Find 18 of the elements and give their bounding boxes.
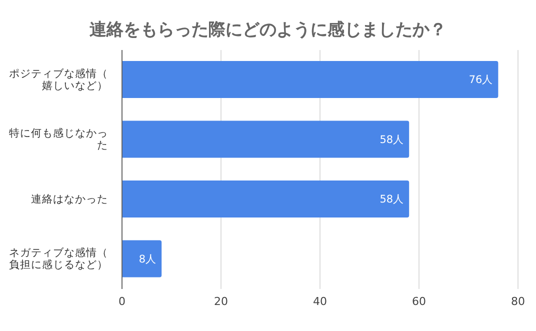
bar [122, 120, 410, 158]
y-tick-label: ネガティブな感情（負担に感じるなど） [9, 246, 108, 272]
y-tick-label: 連絡はなかった [31, 192, 108, 206]
bar [122, 180, 410, 218]
data-label: 58人 [380, 194, 404, 206]
chart-title: 連絡をもらった際にどのように感じましたか？ [88, 19, 448, 42]
y-tick-label: ポジティブな感情（嬉しいなど） [9, 66, 108, 92]
x-tick-label: 20 [214, 294, 228, 308]
x-tick-label: 40 [313, 294, 327, 308]
data-label: 58人 [380, 134, 404, 146]
x-tick-label: 60 [412, 294, 426, 308]
bar [122, 240, 162, 278]
x-tick-label: 0 [118, 294, 126, 308]
x-tick-label: 80 [511, 294, 525, 308]
data-label: 76人 [468, 74, 494, 86]
data-label: 8人 [138, 253, 157, 266]
bar [122, 61, 498, 98]
y-tick-label: 特に何も感じなかった [9, 126, 108, 152]
